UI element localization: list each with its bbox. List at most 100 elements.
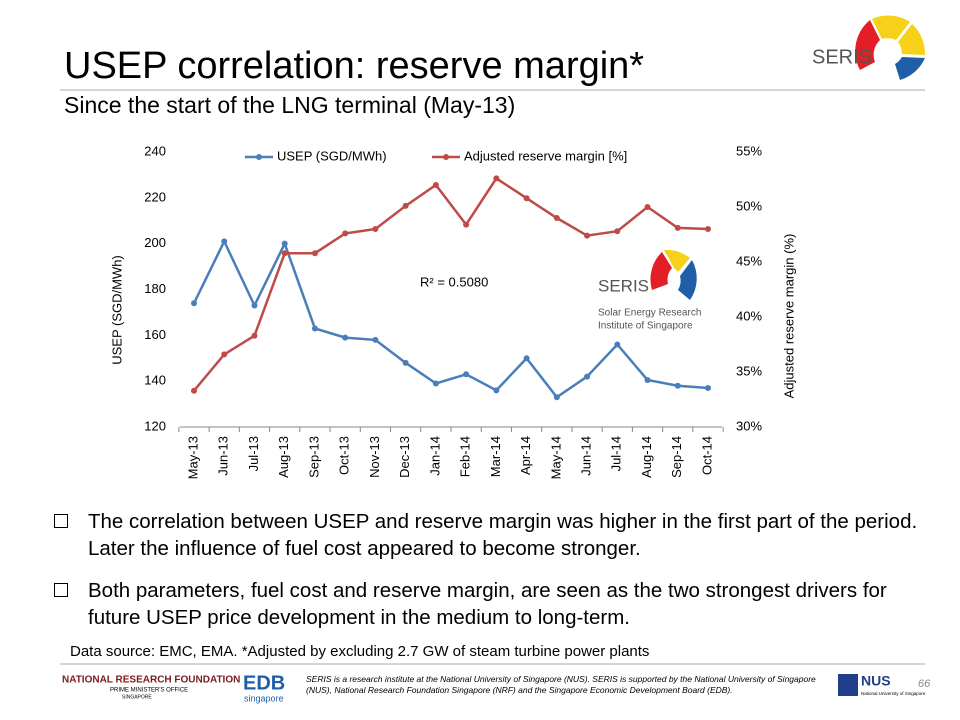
x-tick-label: Feb-14: [458, 436, 473, 477]
y-tick-label: 220: [144, 189, 166, 204]
annotation: R² = 0.5080: [420, 274, 488, 289]
marker: [523, 355, 530, 362]
y2-tick-label: 50%: [736, 198, 762, 213]
marker: [342, 230, 349, 237]
y2-tick-label: 55%: [736, 143, 762, 158]
bullet: Both parameters, fuel cost and reserve m…: [52, 577, 922, 631]
x-tick-label: Oct-14: [699, 436, 714, 475]
marker: [614, 228, 621, 235]
x-tick-label: Sep-14: [669, 436, 684, 478]
bullet-text: Both parameters, fuel cost and reserve m…: [88, 579, 887, 629]
x-tick-label: Mar-14: [488, 436, 503, 477]
nus: NUS: [861, 673, 891, 689]
y2-axis-title: Adjusted reserve margin (%): [781, 234, 796, 399]
x-tick-label: Jul-13: [246, 436, 261, 471]
marker: [614, 341, 621, 348]
y2-tick-label: 35%: [736, 363, 762, 378]
chart-logo-line: Solar Energy Research: [598, 308, 701, 319]
marker: [674, 382, 681, 389]
marker: [463, 221, 470, 228]
x-tick-label: Jan-14: [427, 436, 442, 476]
y2-tick-label: 30%: [736, 418, 762, 433]
y2-tick-label: 45%: [736, 253, 762, 268]
y-tick-label: 140: [144, 373, 166, 388]
edb: EDB: [243, 672, 285, 694]
marker: [493, 387, 500, 394]
marker: [705, 226, 711, 232]
x-tick-label: Nov-13: [367, 436, 382, 478]
x-tick-label: Sep-13: [306, 436, 321, 478]
x-tick-label: Jul-14: [609, 436, 624, 471]
marker: [432, 182, 439, 188]
marker: [402, 359, 409, 366]
bullet: The correlation between USEP and reserve…: [52, 508, 922, 562]
chart-logo-line: Institute of Singapore: [598, 321, 693, 332]
title: USEP correlation: reserve margin*: [64, 45, 644, 87]
x-tick-label: May-13: [185, 436, 200, 479]
marker: [311, 325, 318, 332]
marker: [372, 336, 379, 343]
top-logo: SERIS: [812, 15, 926, 80]
nrf: SINGAPORE: [122, 694, 152, 700]
marker: [463, 371, 470, 378]
x-tick-label: May-14: [548, 436, 563, 479]
series-line: [192, 238, 709, 399]
marker: [221, 238, 228, 245]
y-tick-label: 200: [144, 235, 166, 250]
marker: [584, 373, 591, 380]
marker: [644, 377, 651, 384]
nus: National University of Singapore: [861, 691, 926, 696]
x-tick-label: Apr-14: [518, 436, 533, 475]
x-tick-label: Aug-14: [639, 436, 654, 478]
marker: [191, 300, 197, 307]
x-tick-label: Aug-13: [276, 436, 291, 478]
legend-marker: [256, 154, 262, 160]
y-tick-label: 160: [144, 327, 166, 342]
edb: singapore: [244, 693, 284, 703]
marker: [584, 232, 591, 239]
marker: [251, 332, 258, 339]
marker: [644, 204, 651, 210]
y2-tick-label: 40%: [736, 308, 762, 323]
marker: [432, 380, 439, 387]
marker: [281, 250, 288, 257]
marker: [493, 175, 500, 182]
x-tick-label: Dec-13: [397, 436, 412, 478]
y-tick-label: 120: [144, 418, 166, 433]
nrf: PRIME MINISTER'S OFFICE: [110, 688, 188, 694]
source: Data source: EMC, EMA. *Adjusted by excl…: [70, 643, 649, 660]
marker: [342, 334, 349, 341]
legend-marker: [443, 154, 449, 160]
marker: [553, 394, 560, 401]
nus-crest: [838, 674, 858, 696]
legend-label: Adjusted reserve margin [%]: [464, 148, 627, 163]
marker: [281, 240, 288, 247]
marker: [191, 387, 197, 394]
marker: [221, 351, 228, 358]
marker: [251, 302, 258, 309]
legend-label: USEP (SGD/MWh): [277, 148, 387, 163]
subtitle: Since the start of the LNG terminal (May…: [64, 92, 515, 118]
chart-logo-name: SERIS: [598, 276, 649, 295]
marker: [311, 250, 318, 257]
y-tick-label: 180: [144, 281, 166, 296]
page-number: 66: [918, 678, 931, 690]
footer-note: SERIS is a research institute at the Nat…: [306, 674, 816, 695]
marker: [372, 226, 379, 232]
logo-text: SERIS: [812, 46, 872, 68]
marker: [553, 215, 560, 221]
x-tick-label: Jun-13: [216, 436, 231, 476]
bullet-text: The correlation between USEP and reserve…: [88, 510, 918, 560]
y-tick-label: 240: [144, 143, 166, 158]
marker: [674, 224, 681, 231]
y-axis-title: USEP (SGD/MWh): [109, 255, 124, 365]
marker: [523, 195, 530, 202]
series-line: [193, 176, 709, 392]
x-tick-label: Jun-14: [578, 436, 593, 476]
chart-logo: [650, 249, 697, 300]
nrf: NATIONAL RESEARCH FOUNDATION: [62, 675, 240, 686]
marker: [705, 385, 711, 392]
marker: [402, 202, 409, 209]
